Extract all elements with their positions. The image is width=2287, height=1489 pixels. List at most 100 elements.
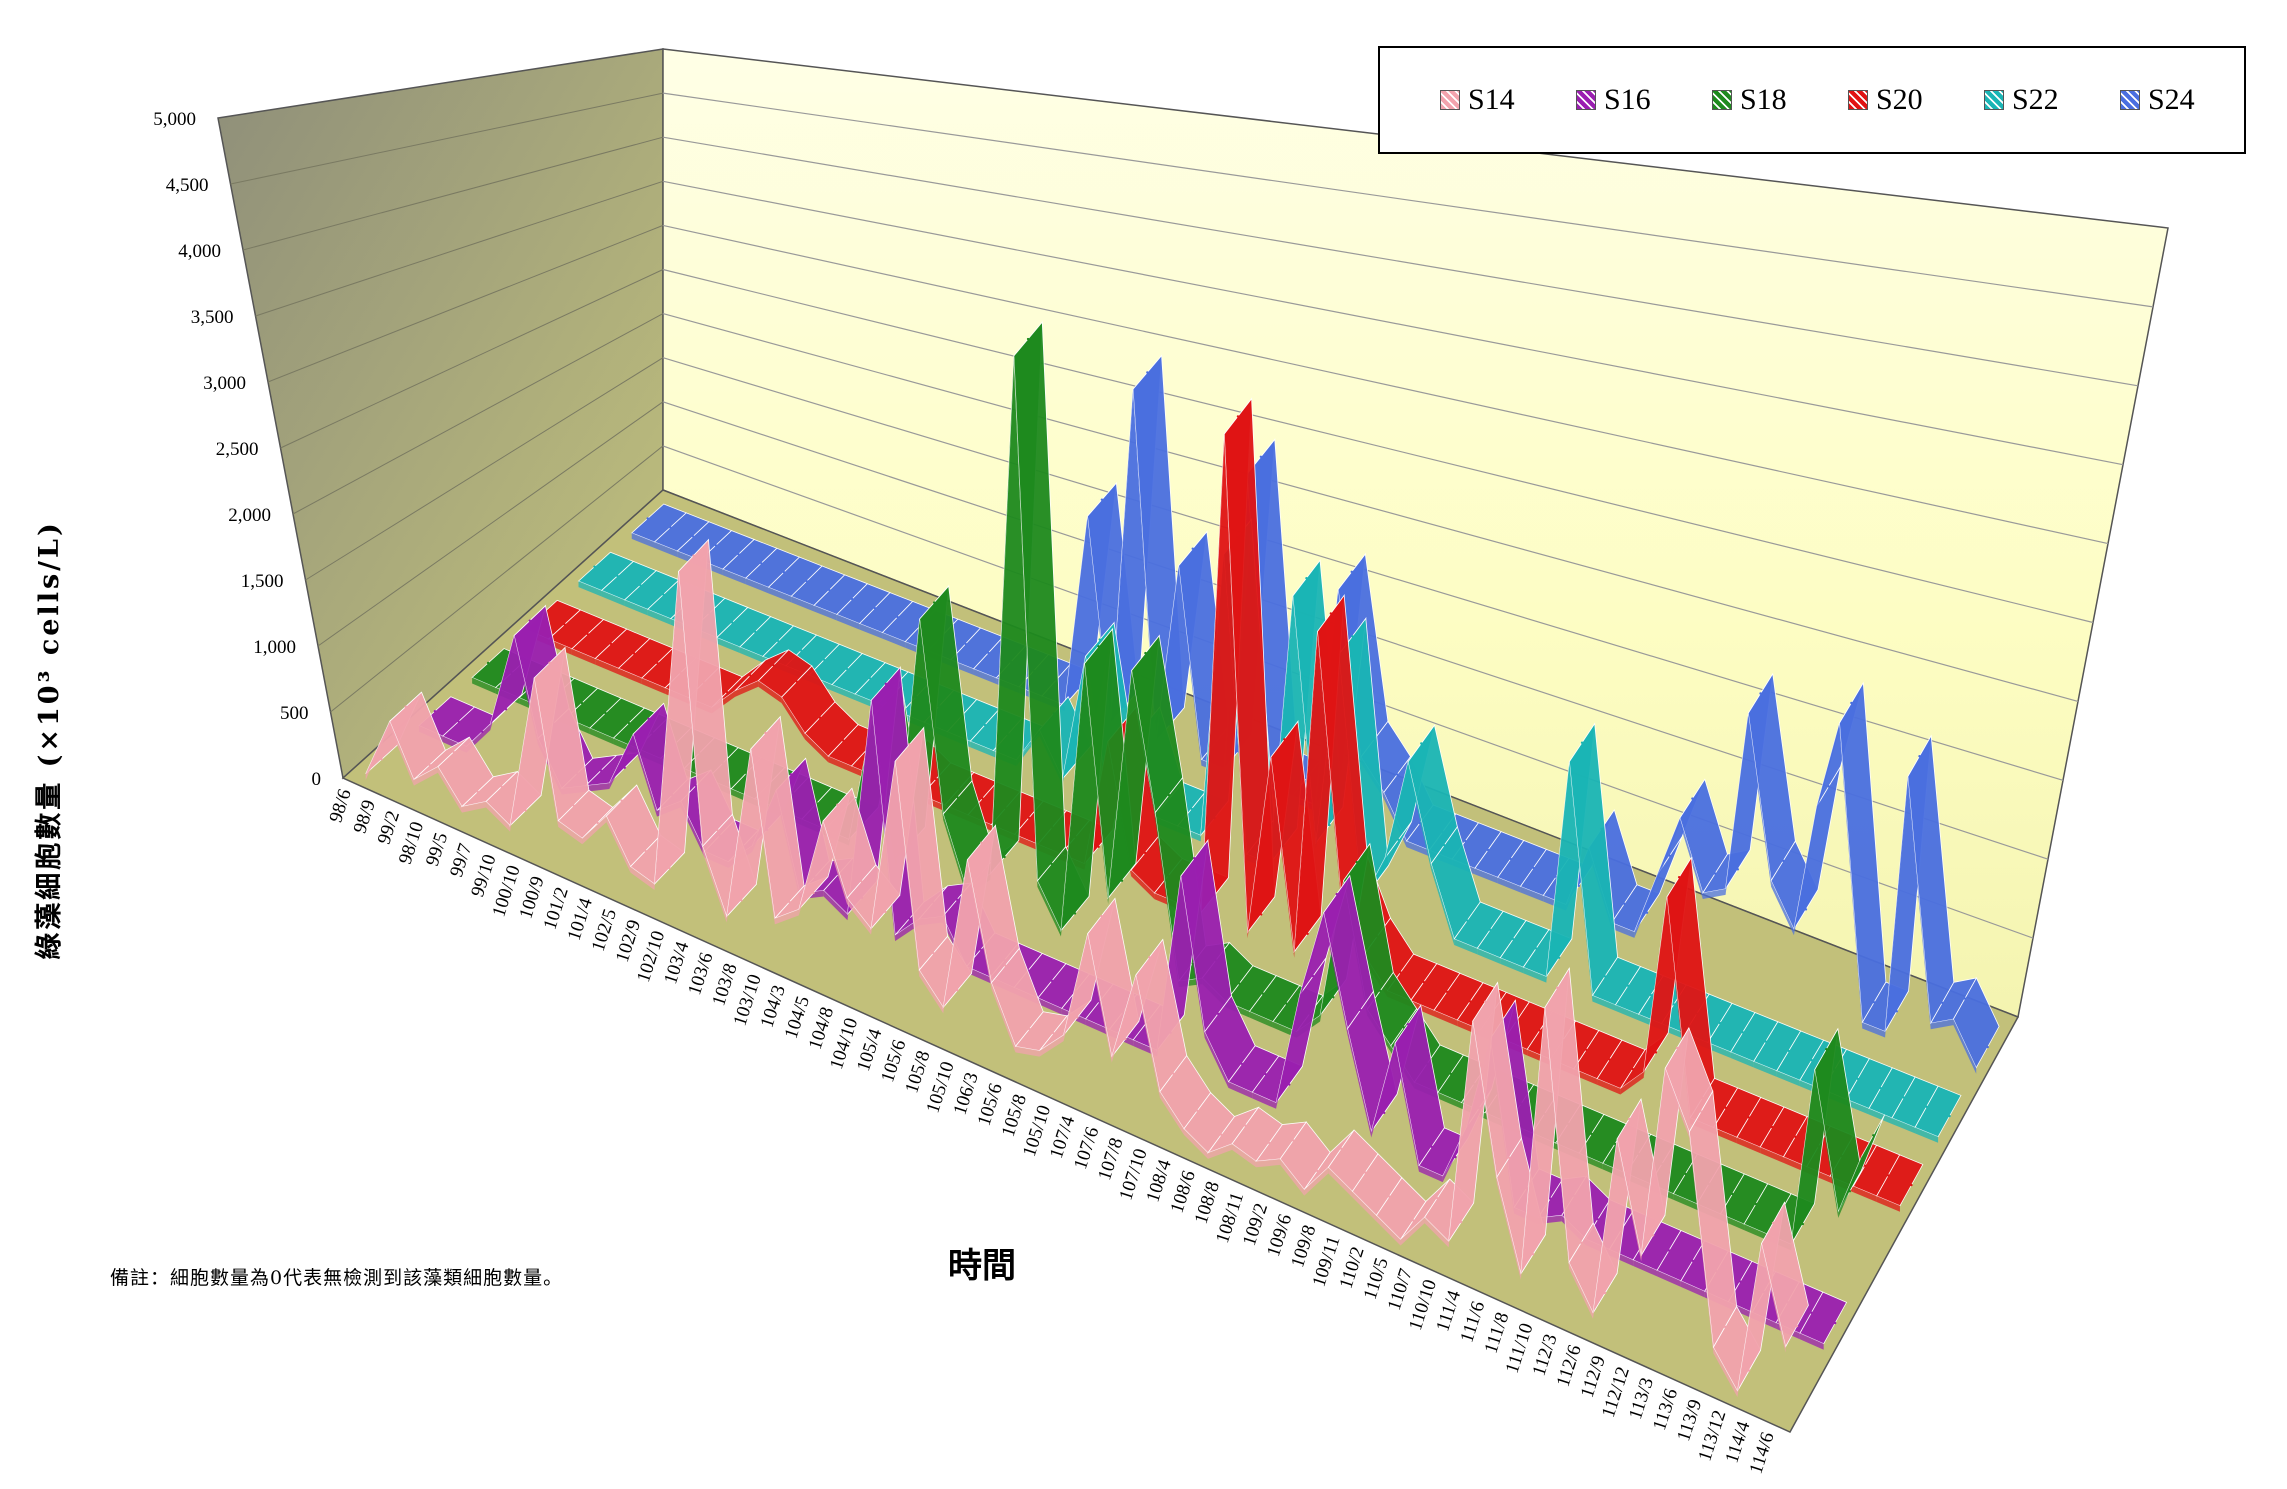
ribbon-edge [1406,841,1430,857]
data-point [764,731,767,735]
data-point [1073,912,1077,915]
ribbon-edge [618,668,642,685]
ribbon-edge [991,982,1016,1053]
data-point [805,579,808,583]
ribbon-edge [1814,1069,1839,1218]
ribbon-edge [702,846,727,923]
ribbon-edge [1816,723,1840,813]
ribbon-edge [647,609,671,625]
data-point [1627,1117,1631,1121]
data-point [1259,913,1263,916]
ribbon-edge [1633,1259,1658,1277]
data-point [1387,1195,1391,1198]
data-point [979,948,982,951]
ribbon-edge [1159,1091,1184,1135]
data-point [1399,971,1402,974]
legend-label: S14 [1468,83,1515,116]
data-point [868,677,872,680]
data-point [1827,785,1830,788]
data-point [1691,797,1694,800]
data-point [1511,937,1515,941]
data-point [548,661,551,665]
data-point [428,763,431,767]
data-point [1268,1141,1271,1145]
data-point [609,642,613,646]
data-point [1754,1202,1758,1206]
ribbon-edge [1657,1270,1681,1287]
data-point [1050,979,1054,983]
ribbon-edge [1592,995,1616,1011]
data-point [836,803,839,806]
ribbon-edge [828,756,852,773]
data-point [1649,993,1653,997]
ribbon-edge [1885,776,1908,1038]
data-point [1782,859,1785,863]
legend-label: S24 [2148,83,2195,116]
ribbon-edge [389,721,414,786]
ribbon-edge [1085,1018,1110,1036]
ribbon-edge [1707,1042,1731,1059]
x-axis-title: 時間 [948,1246,1016,1286]
ribbon-edge [1352,1191,1377,1222]
ribbon-edge [1915,1127,1939,1143]
data-point [1723,1325,1727,1329]
data-point [1350,570,1353,574]
data-point [656,661,659,665]
data-point [1613,1142,1617,1146]
ribbon-edge [1385,761,1409,864]
data-point [1631,1067,1634,1071]
data-point [1794,1135,1797,1138]
data-point [983,723,987,727]
data-point [789,773,793,776]
data-point [1486,848,1490,852]
ribbon-edge [1472,1021,1497,1184]
data-point [1351,635,1354,638]
ribbon-edge [654,541,678,558]
data-point [1050,862,1053,866]
data-point [1739,1280,1742,1283]
data-point [1848,1190,1851,1193]
data-point [1787,1049,1790,1053]
data-point [884,910,887,914]
ribbon-edge [1725,713,1749,895]
data-point [1810,1059,1813,1062]
ribbon-edge [735,680,759,697]
data-point [1144,651,1147,655]
ribbon-edge [1433,1010,1458,1027]
data-point [457,720,460,723]
data-point [1379,989,1382,993]
data-point [788,900,791,904]
data-point [1608,1058,1611,1061]
data-point [620,799,623,802]
data-point [1364,1171,1367,1174]
data-point [616,574,619,578]
ribbon-edge [919,970,944,1014]
ribbon-edge [589,728,614,745]
ribbon-edge [804,733,829,763]
data-point [1244,1124,1247,1127]
legend-swatch [1984,90,2004,110]
ribbon-edge [624,599,648,616]
gridline [662,313,2079,702]
ribbon-edge [490,635,515,731]
data-point [980,841,983,844]
data-point [1910,1183,1913,1187]
ribbon-edge [585,783,610,792]
ribbon-edge [1204,1031,1229,1088]
data-point [1292,1139,1295,1142]
legend-swatch [1440,90,1460,110]
data-point [841,739,845,742]
data-point [691,535,695,538]
data-point [593,565,596,568]
x-tick-label: 99/7 [446,841,476,880]
ribbon-edge [641,678,666,694]
data-point [754,630,757,634]
data-point [873,606,876,610]
ribbon-edge [919,619,944,820]
ribbon-edge [1546,761,1570,983]
data-point [1856,1077,1859,1081]
data-point [647,717,650,720]
data-point [1167,793,1171,797]
data-point [1986,1045,1989,1049]
ribbon-edge [1247,757,1271,939]
